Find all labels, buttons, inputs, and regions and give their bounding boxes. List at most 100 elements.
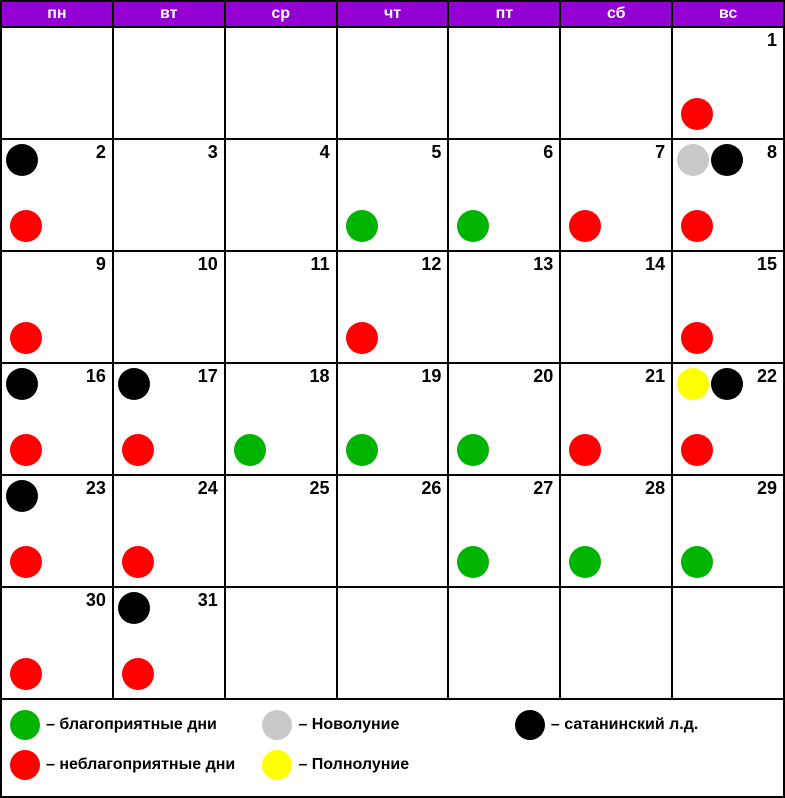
day-number: 31	[198, 590, 218, 611]
day-number: 2	[96, 142, 106, 163]
day-cell: 4	[226, 138, 338, 250]
marker-dot-silver	[677, 144, 709, 176]
legend-item: – неблагоприятные дни	[10, 750, 262, 780]
day-cell	[449, 26, 561, 138]
day-cell	[114, 26, 226, 138]
marker-dot-red	[569, 434, 601, 466]
day-cell: 1	[673, 26, 783, 138]
week-row: 9101112131415	[2, 250, 783, 362]
day-cell: 2	[2, 138, 114, 250]
marker-dot-yellow	[677, 368, 709, 400]
day-cell: 25	[226, 474, 338, 586]
marker-dot-red	[346, 322, 378, 354]
marker-dot-black	[6, 144, 38, 176]
day-cell: 11	[226, 250, 338, 362]
day-number: 7	[655, 142, 665, 163]
day-cell: 12	[338, 250, 450, 362]
weekday-header-row: пн вт ср чт пт сб вс	[2, 2, 783, 26]
day-cell: 14	[561, 250, 673, 362]
day-cell: 22	[673, 362, 783, 474]
day-number: 29	[757, 478, 777, 499]
legend-label: – Новолуние	[298, 716, 399, 734]
day-cell: 29	[673, 474, 783, 586]
day-number: 15	[757, 254, 777, 275]
weekday-header: ср	[226, 2, 338, 26]
day-number: 1	[767, 30, 777, 51]
marker-dot-red	[10, 546, 42, 578]
day-number: 6	[543, 142, 553, 163]
week-row: 16 17 18 19 20 2122	[2, 362, 783, 474]
marker-dot-green	[457, 434, 489, 466]
marker-dot-red	[569, 210, 601, 242]
legend-item: – благоприятные дни	[10, 710, 262, 740]
marker-dot-green	[457, 546, 489, 578]
day-cell: 7	[561, 138, 673, 250]
legend-dot-silver	[262, 710, 292, 740]
marker-dot-red	[10, 658, 42, 690]
day-number: 17	[198, 366, 218, 387]
day-number: 23	[86, 478, 106, 499]
marker-dot-red	[122, 546, 154, 578]
marker-dot-black	[118, 592, 150, 624]
marker-dot-red	[681, 210, 713, 242]
legend-label: – Полнолуние	[298, 756, 409, 774]
day-number: 12	[421, 254, 441, 275]
marker-dot-red	[681, 434, 713, 466]
weekday-header: вс	[673, 2, 783, 26]
day-cell	[226, 586, 338, 698]
week-row: 23242526272829	[2, 474, 783, 586]
day-cell: 17	[114, 362, 226, 474]
legend-label: – благоприятные дни	[46, 716, 217, 734]
day-cell: 19	[338, 362, 450, 474]
marker-dot-red	[122, 658, 154, 690]
day-cell: 30	[2, 586, 114, 698]
day-number: 8	[767, 142, 777, 163]
legend-item: – сатанинский л.д.	[515, 710, 767, 740]
marker-dot-red	[10, 210, 42, 242]
marker-dot-black	[711, 144, 743, 176]
day-cell: 9	[2, 250, 114, 362]
day-cell: 23	[2, 474, 114, 586]
legend-label: – неблагоприятные дни	[46, 756, 235, 774]
day-cell	[561, 26, 673, 138]
week-row: 2 3 4 5 6 7 8	[2, 138, 783, 250]
day-cell: 16	[2, 362, 114, 474]
weekday-header: чт	[338, 2, 450, 26]
day-number: 26	[421, 478, 441, 499]
day-number: 11	[311, 254, 330, 275]
day-number: 25	[310, 478, 330, 499]
day-number: 16	[86, 366, 106, 387]
day-cell	[673, 586, 783, 698]
day-cell: 15	[673, 250, 783, 362]
day-cell: 21	[561, 362, 673, 474]
weekday-header: пт	[449, 2, 561, 26]
calendar: пн вт ср чт пт сб вс 1234567891011121314…	[0, 0, 785, 798]
day-cell	[338, 26, 450, 138]
day-cell: 6	[449, 138, 561, 250]
legend-dot-black	[515, 710, 545, 740]
day-cell	[338, 586, 450, 698]
day-cell: 31	[114, 586, 226, 698]
day-cell	[226, 26, 338, 138]
day-number: 27	[533, 478, 553, 499]
day-number: 4	[320, 142, 330, 163]
marker-dot-black	[711, 368, 743, 400]
day-number: 18	[310, 366, 330, 387]
day-number: 30	[86, 590, 106, 611]
marker-dot-red	[10, 322, 42, 354]
weekday-header: вт	[114, 2, 226, 26]
day-number: 3	[208, 142, 218, 163]
day-cell: 3	[114, 138, 226, 250]
day-number: 5	[431, 142, 441, 163]
marker-dot-green	[569, 546, 601, 578]
day-number: 19	[421, 366, 441, 387]
day-number: 13	[533, 254, 553, 275]
day-cell: 26	[338, 474, 450, 586]
day-cell	[2, 26, 114, 138]
weeks-container: 1234567891011121314151617181920212223242…	[2, 26, 783, 698]
week-row: 1	[2, 26, 783, 138]
marker-dot-black	[6, 368, 38, 400]
day-cell: 20	[449, 362, 561, 474]
legend: – благоприятные дни – Новолуние – сатанинс…	[2, 698, 783, 796]
day-number: 20	[533, 366, 553, 387]
